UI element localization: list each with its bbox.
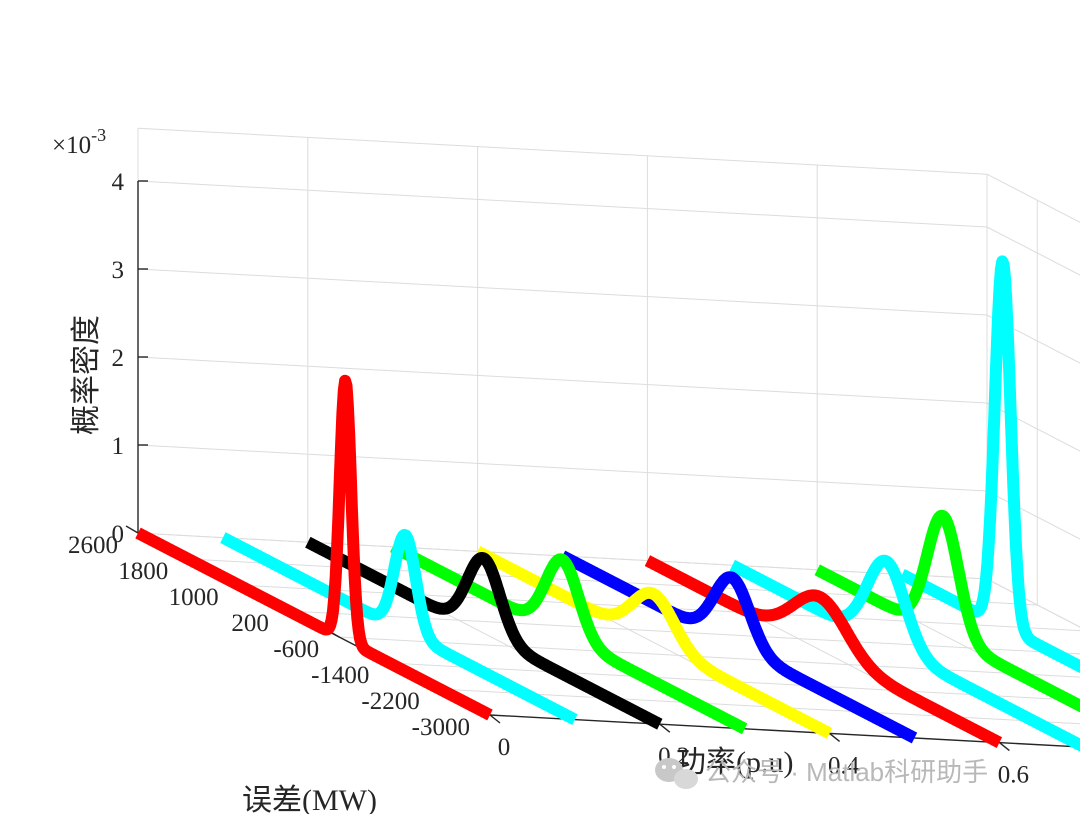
grid-line: [137, 444, 988, 492]
z-exponent-label: ×10-3: [52, 125, 106, 159]
series-line: [812, 509, 1080, 713]
series-lines: [133, 255, 1080, 752]
x-tick-label: 0.6: [998, 762, 1029, 789]
z-axis-label: 概率密度: [70, 315, 103, 435]
y-tick-label: 200: [231, 610, 269, 637]
series-line: [557, 550, 920, 744]
series-line: [133, 374, 495, 721]
grid-line: [986, 314, 1080, 364]
series-line: [388, 541, 750, 735]
z-tick-label: 2: [112, 345, 125, 372]
watermark: 公众号 · Matlab科研助手: [655, 757, 988, 789]
y-tick-label: -1400: [311, 662, 369, 689]
y-axis-label: 误差(MW): [242, 784, 377, 814]
y-tick-label: -3000: [412, 714, 470, 741]
x-tick-label: 0: [498, 734, 511, 761]
y-tick-label: 1000: [169, 584, 219, 611]
grid-line: [986, 173, 1080, 223]
grid-line: [986, 402, 1080, 452]
series-line: [642, 555, 1004, 748]
grid-line: [137, 127, 988, 175]
series-line: [303, 536, 665, 730]
z-exponent-power: -3: [91, 125, 106, 145]
svg-text:×10-3: ×10-3: [52, 125, 106, 159]
y-tick-mark: [125, 525, 139, 534]
z-tick-label: 1: [112, 433, 125, 460]
axes: [125, 180, 1080, 752]
x-tick-mark: [489, 714, 501, 724]
x-tick-mark: [659, 723, 671, 733]
y-tick-label: 1800: [118, 558, 168, 585]
grid-line: [986, 490, 1080, 540]
x-tick-mark: [998, 742, 1010, 752]
grid-line: [137, 356, 988, 404]
z-exponent-base: ×10: [52, 132, 91, 159]
y-tick-label: -2200: [361, 688, 419, 715]
series-line: [897, 255, 1080, 674]
grid-line: [137, 268, 988, 316]
grid-line: [137, 180, 988, 228]
z-tick-label: 0: [112, 521, 125, 548]
z-tick-label: 4: [112, 169, 125, 196]
series-line: [473, 546, 835, 739]
watermark-text: 公众号 · Matlab科研助手: [705, 757, 988, 787]
y-tick-label: -600: [273, 636, 319, 663]
series-line: [727, 554, 1080, 752]
x-tick-label: 0.4: [828, 752, 860, 779]
grid-line: [288, 610, 1080, 655]
grid-line: [339, 636, 1080, 678]
x-tick-mark: [829, 732, 841, 742]
wechat-icon: [655, 758, 698, 789]
z-tick-label: 3: [112, 257, 125, 284]
series-line: [218, 528, 580, 725]
y-tick-label: 2600: [68, 532, 118, 559]
grid-line: [986, 578, 1080, 628]
grid-line: [986, 226, 1080, 276]
